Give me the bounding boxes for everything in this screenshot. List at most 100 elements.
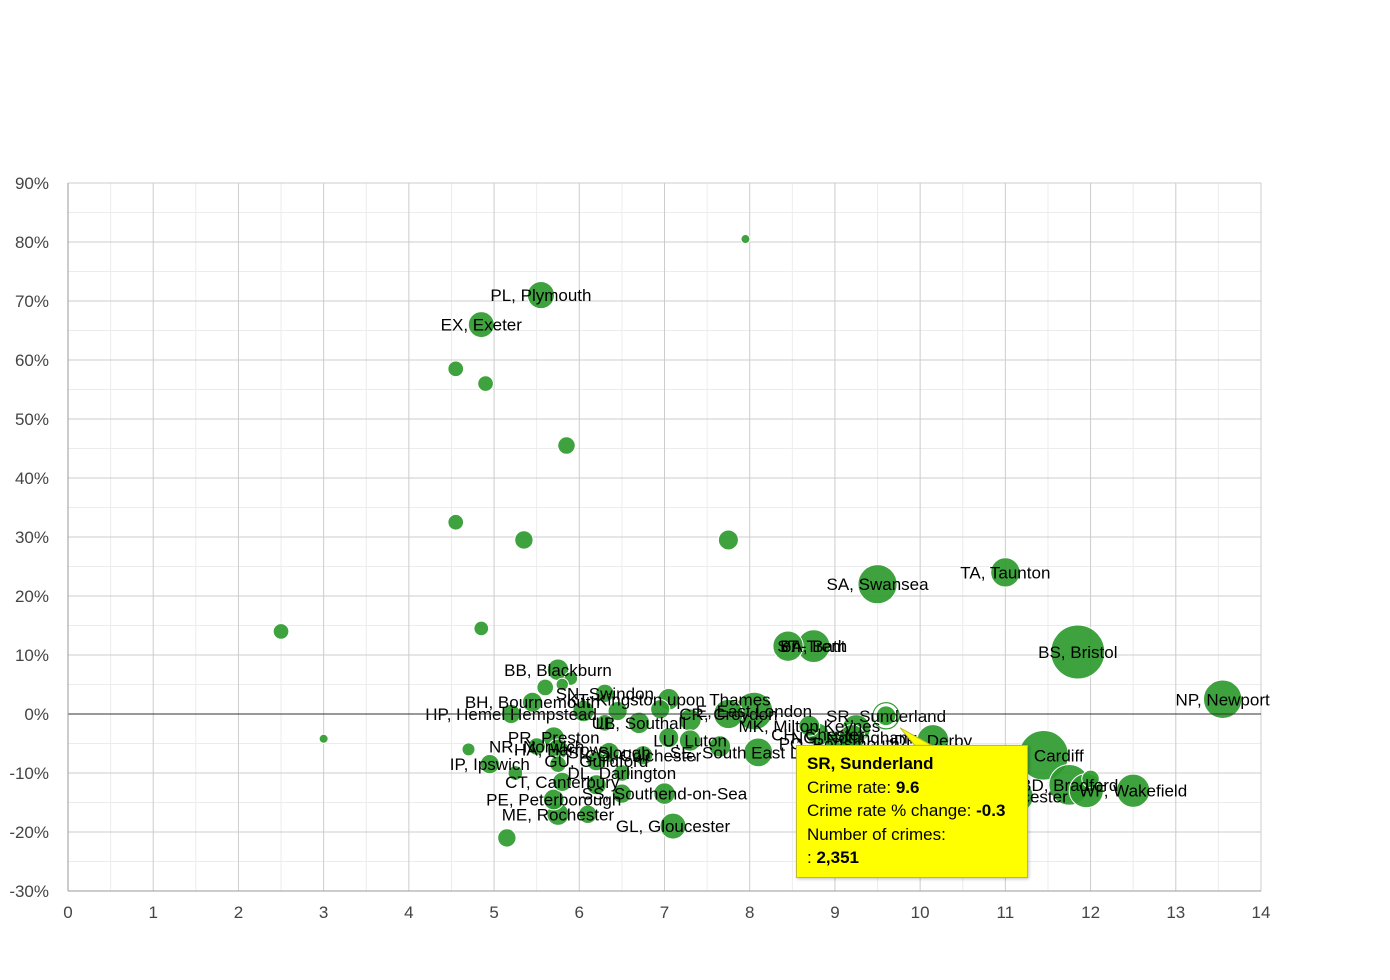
bubble bbox=[318, 733, 329, 744]
bubble bbox=[542, 788, 565, 811]
y-tick-label: 90% bbox=[15, 174, 49, 193]
tooltip-change-label: Crime rate % change: bbox=[807, 801, 972, 820]
bubbles bbox=[272, 234, 1243, 848]
bubble bbox=[467, 311, 495, 339]
bubble bbox=[527, 737, 546, 756]
bubble-label: NP, Newport bbox=[1176, 690, 1270, 709]
bubble-label: CO, Colchester bbox=[585, 746, 702, 765]
bubble-label: LL bbox=[595, 714, 614, 733]
bubble bbox=[595, 683, 615, 704]
bubble-label: BD, Bradford bbox=[1020, 776, 1118, 795]
y-tick-label: 50% bbox=[15, 410, 49, 429]
bubble-label: BB, Blackburn bbox=[504, 661, 612, 680]
bubble-label: UB, Southall bbox=[592, 714, 687, 733]
bubble-label: SL, Slough bbox=[568, 743, 651, 762]
tooltip-change-value: -0.3 bbox=[976, 801, 1006, 820]
bubble-label: EX, Exeter bbox=[441, 316, 523, 335]
bubble bbox=[743, 737, 774, 768]
bubble-label: PL, Plymouth bbox=[490, 286, 591, 305]
bubble-label: LU, Luton bbox=[653, 732, 727, 751]
tooltip-crimes-prefix: : bbox=[807, 848, 812, 867]
x-tick-label: 12 bbox=[1081, 903, 1100, 922]
bubble bbox=[557, 436, 576, 455]
bubble bbox=[586, 751, 607, 772]
bubble-label: E, East London bbox=[696, 702, 812, 721]
bubble bbox=[272, 623, 290, 640]
bubble-highlight-ring bbox=[872, 702, 900, 730]
bubble bbox=[521, 691, 543, 713]
bubble bbox=[611, 783, 632, 804]
tooltip-crime-rate-value: 9.6 bbox=[895, 777, 920, 797]
bubble bbox=[549, 755, 567, 773]
bubble bbox=[607, 700, 628, 722]
bubble bbox=[473, 620, 490, 637]
x-tick-label: 11 bbox=[997, 903, 1015, 922]
x-tick-label: 2 bbox=[234, 903, 243, 922]
bubble bbox=[477, 375, 494, 392]
bubble bbox=[1081, 769, 1100, 789]
bubble bbox=[585, 774, 607, 796]
y-tick-label: -30% bbox=[9, 882, 49, 901]
bubble-label: ME, Rochester bbox=[502, 805, 615, 824]
bubble bbox=[678, 729, 702, 752]
y-tick-label: 60% bbox=[15, 351, 49, 370]
bubble bbox=[717, 529, 739, 551]
bubble-label: SA, Swansea bbox=[827, 575, 930, 594]
bubble-highlighted bbox=[874, 703, 898, 728]
tooltip-title: SR, Sunderland bbox=[807, 754, 934, 773]
bubble-label: TA, Taunton bbox=[960, 563, 1050, 582]
y-tick-label: 0% bbox=[24, 705, 49, 724]
bubble-label: DL, Darlington bbox=[568, 764, 677, 783]
y-tick-label: 80% bbox=[15, 233, 49, 252]
x-tick-label: 7 bbox=[660, 903, 669, 922]
x-tick-label: 6 bbox=[575, 903, 584, 922]
bubble bbox=[1116, 773, 1151, 808]
bubble bbox=[613, 764, 631, 782]
x-tick-label: 14 bbox=[1252, 903, 1271, 922]
bubble-label: CH, Chester bbox=[771, 726, 865, 745]
y-tick-label: 20% bbox=[15, 587, 49, 606]
bubble-label: BS, Bristol bbox=[1038, 643, 1117, 662]
bubble-label: NG, Nottingham bbox=[791, 729, 913, 748]
bubble bbox=[627, 711, 651, 735]
tooltip: SR, Sunderland Crime rate: 9.6 Crime rat… bbox=[796, 745, 1028, 878]
bubble-label: MK, Milton Keynes bbox=[738, 717, 880, 736]
x-tick-label: 9 bbox=[830, 903, 839, 922]
bubble bbox=[507, 765, 524, 781]
bubble bbox=[659, 812, 687, 840]
x-tick-label: 5 bbox=[489, 903, 498, 922]
bubble-label: IP, Ipswich bbox=[450, 755, 530, 774]
x-tick-label: 10 bbox=[911, 903, 930, 922]
bubble bbox=[1202, 679, 1243, 719]
bubble-label: ST bbox=[777, 637, 799, 656]
bubble bbox=[708, 735, 732, 758]
bubble bbox=[447, 513, 465, 531]
bubble-label: PR, Preston bbox=[508, 729, 600, 748]
y-tick-label: -20% bbox=[9, 823, 49, 842]
bubble bbox=[578, 804, 598, 824]
bubble bbox=[1050, 624, 1106, 680]
bubble bbox=[857, 564, 898, 605]
bubble-label: HA, Harrow bbox=[514, 740, 603, 759]
bubble bbox=[479, 754, 500, 775]
bubble-label: PE, Peterborough bbox=[486, 791, 621, 810]
bubble bbox=[526, 281, 556, 310]
y-tick-label: 10% bbox=[15, 646, 49, 665]
bubble-label: SR, Sunderland bbox=[826, 707, 946, 726]
tooltip-crimes-label: Number of crimes: bbox=[807, 824, 946, 844]
bubble bbox=[653, 782, 676, 805]
bubble bbox=[497, 828, 517, 848]
bubble bbox=[552, 771, 573, 792]
bubble-label: WF, Wakefield bbox=[1079, 782, 1187, 801]
tooltip-crimes-value: 2,351 bbox=[816, 848, 860, 867]
bubble bbox=[596, 714, 614, 732]
bubble-label: NR, Norwich bbox=[489, 737, 584, 756]
bubble-labels: PL, Plymouth EX, Exeter SA, Swansea TA, Tau… bbox=[425, 286, 1270, 836]
bubble bbox=[990, 557, 1021, 588]
x-tick-label: 4 bbox=[404, 903, 413, 922]
bubble-label: SS, Southend-on-Sea bbox=[582, 785, 748, 804]
bubble bbox=[798, 714, 821, 737]
y-tick-label: 70% bbox=[15, 292, 49, 311]
bubble bbox=[461, 742, 476, 757]
